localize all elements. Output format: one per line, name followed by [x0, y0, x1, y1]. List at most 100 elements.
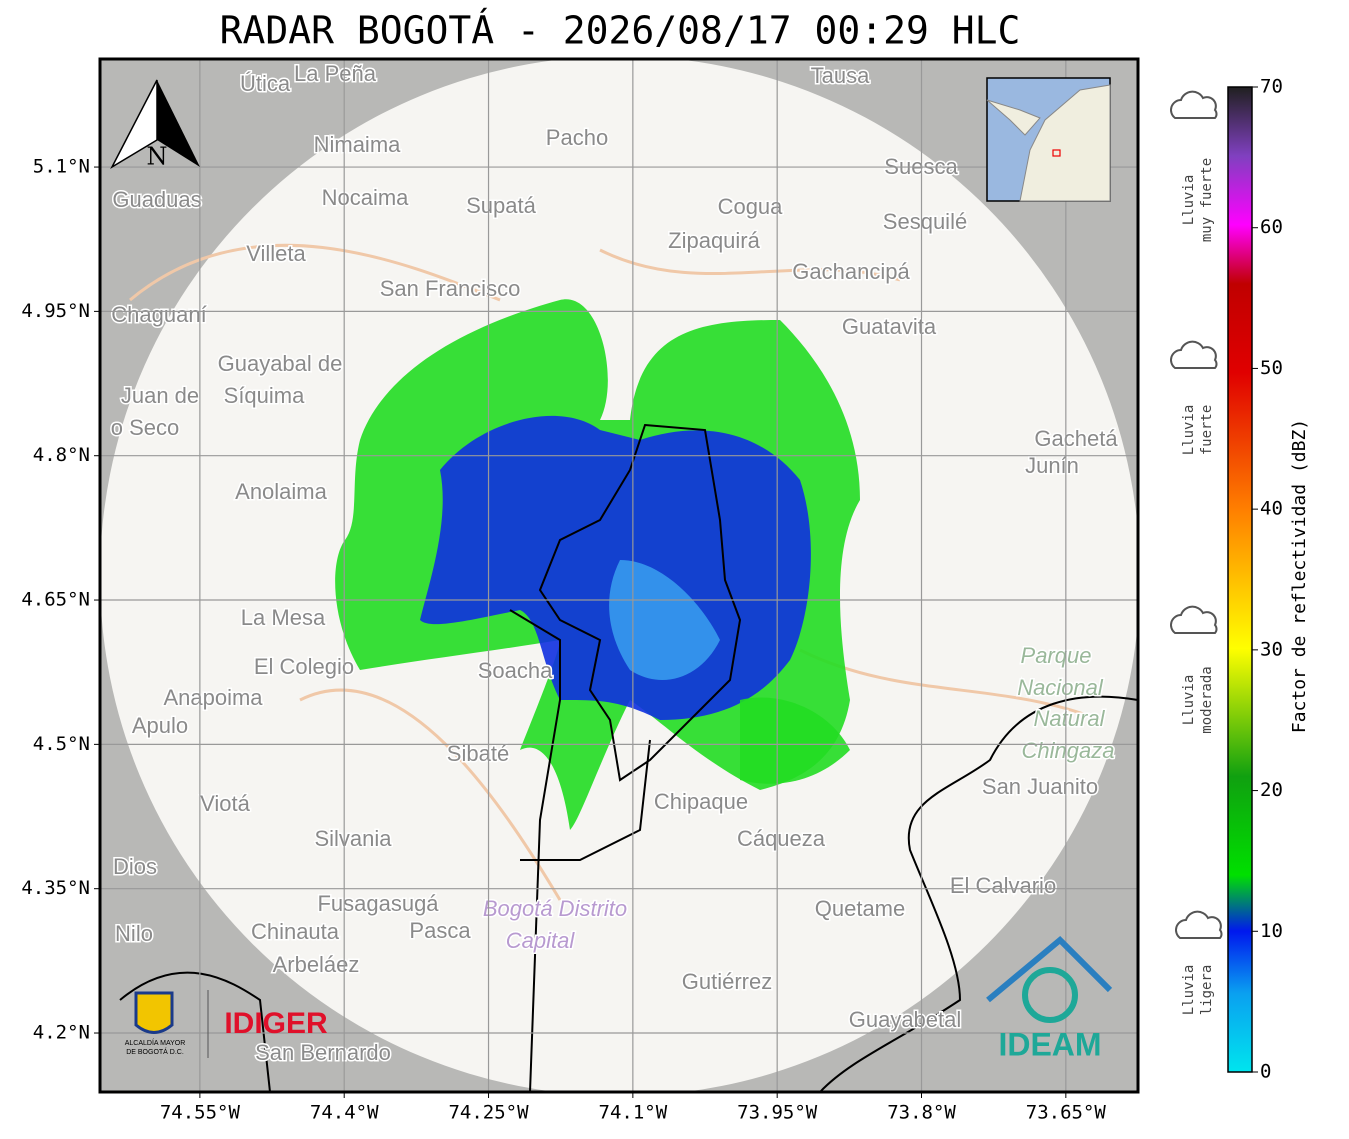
place-label: Arbeláez [273, 952, 360, 977]
logo-ideam: IDEAM [986, 935, 1113, 1062]
y-tick-label: 4.35°N [21, 877, 90, 899]
place-label: Bogotá Distrito [483, 896, 627, 921]
place-label: San Francisco [380, 276, 521, 301]
place-label: El Calvario [950, 873, 1056, 898]
y-tick-label: 4.2°N [33, 1022, 90, 1044]
x-tick-label: 74.1°W [599, 1102, 668, 1124]
place-label: Capital [506, 928, 576, 953]
place-label: Síquima [224, 383, 305, 408]
place-label: Chipaque [654, 789, 748, 814]
place-label: o Seco [111, 415, 180, 440]
place-label: Soacha [478, 658, 553, 683]
boundaries [119, 423, 1138, 1092]
place-label: Chaguaní [111, 302, 206, 327]
inset-map [986, 77, 1111, 202]
place-label: Tausa [811, 63, 870, 88]
legend-icon [1170, 340, 1218, 369]
colorbar-tick-label: 30 [1260, 638, 1283, 660]
x-tick-label: 73.65°W [1026, 1102, 1107, 1124]
map: Útica La Peña TausaPachoNimaimaSuescaGuadu… [100, 59, 1138, 1092]
place-label: Gachancipá [792, 259, 910, 284]
colorbar-tick-label: 10 [1260, 920, 1283, 942]
place-labels: Útica La Peña TausaPachoNimaimaSuescaGuadu… [109, 59, 1120, 1066]
colorbar [1227, 86, 1253, 1073]
north-label: N [147, 143, 168, 171]
legend-label: Lluvia [1181, 965, 1197, 1016]
y-tick-label: 4.5°N [33, 733, 90, 755]
roads [129, 243, 1101, 901]
place-label: Nocaima [322, 185, 410, 210]
colorbar-ticks: 0 10 20 30 40 50 60 70 [1252, 76, 1283, 1083]
legend-label: Lluvia [1181, 175, 1197, 226]
legend-label: fuerte [1199, 405, 1215, 456]
legend-label: Lluvia [1181, 675, 1197, 726]
x-tick-label: 73.95°W [737, 1102, 818, 1124]
legend-icon [1175, 910, 1223, 939]
x-tick-label: 73.8°W [887, 1102, 956, 1124]
x-tick-label: 74.4°W [310, 1102, 379, 1124]
place-label: La Mesa [241, 605, 326, 630]
map-frame [98, 57, 1140, 1094]
place-label: Nimaima [314, 132, 402, 157]
y-tick-label: 5.1°N [33, 156, 90, 178]
logo-text: DE BOGOTÁ D.C. [126, 1047, 184, 1056]
place-label: Chingaza [1022, 738, 1115, 763]
colorbar-tick-label: 0 [1260, 1061, 1271, 1083]
place-label: Dios [113, 854, 157, 879]
place-label: Junín [1025, 453, 1079, 478]
place-label: Cáqueza [737, 826, 826, 851]
place-label: Nacional [1017, 675, 1104, 700]
x-tick-label: 74.55°W [160, 1102, 241, 1124]
place-label: Guayabetal [849, 1007, 962, 1032]
place-label: La Peña [294, 61, 377, 86]
place-label: Quetame [815, 896, 906, 921]
place-label: Chinauta [251, 919, 340, 944]
logo-idiger: IDIGER [224, 1007, 328, 1040]
place-label: Fusagasugá [317, 891, 439, 916]
place-label: Viotá [200, 791, 251, 816]
place-label: Sesquilé [883, 209, 967, 234]
place-label: San Bernardo [255, 1040, 391, 1065]
legend-label: moderada [1199, 666, 1215, 733]
place-label: Pasca [409, 918, 471, 943]
place-label: Gutiérrez [682, 969, 772, 994]
place-label: Villeta [246, 241, 306, 266]
legend-label: Lluvia [1181, 405, 1197, 456]
place-label: Anolaima [235, 479, 327, 504]
place-label: San Juanito [982, 774, 1098, 799]
place-label: Guaduas [112, 187, 201, 212]
title: RADAR BOGOTÁ - 2026/08/17 00:29 HLC [220, 9, 1021, 53]
place-label: Gachetá [1034, 426, 1118, 451]
place-label: El Colegio [254, 654, 354, 679]
radar-echoes [335, 299, 860, 830]
x-tick-label: 74.25°W [448, 1102, 529, 1124]
place-label: Zipaquirá [668, 228, 760, 253]
colorbar-tick-label: 20 [1260, 779, 1283, 801]
place-label: Natural [1034, 706, 1106, 731]
legend-icon [1170, 90, 1218, 119]
colorbar-label: Factor de reflectividad (dBZ) [1289, 419, 1310, 733]
y-tick-label: 4.8°N [33, 444, 90, 466]
north-arrow: N [110, 79, 200, 171]
colorbar-tick-label: 60 [1260, 216, 1283, 238]
legend-icon [1170, 605, 1218, 634]
logo-ideam-text: IDEAM [998, 1026, 1101, 1062]
logo-alcaldia: ALCALDÍA MAYOR DE BOGOTÁ D.C. IDIGER [125, 990, 328, 1058]
legend-label: muy fuerte [1199, 158, 1215, 242]
grid [100, 59, 1138, 1092]
place-label: Nilo [115, 921, 153, 946]
colorbar-tick-label: 40 [1260, 498, 1283, 520]
place-label: Anapoima [163, 685, 263, 710]
place-label: Apulo [132, 713, 188, 738]
place-label: Útica [240, 71, 291, 96]
place-label: Guatavita [842, 314, 937, 339]
y-tick-label: 4.65°N [21, 589, 90, 611]
place-label: Cogua [718, 194, 784, 219]
place-label: Pacho [546, 125, 608, 150]
colorbar-tick-label: 70 [1260, 76, 1283, 98]
logo-text: ALCALDÍA MAYOR [125, 1038, 186, 1047]
place-label: Parque [1021, 643, 1092, 668]
place-label: Juan de [121, 383, 199, 408]
place-label: Silvania [314, 826, 392, 851]
